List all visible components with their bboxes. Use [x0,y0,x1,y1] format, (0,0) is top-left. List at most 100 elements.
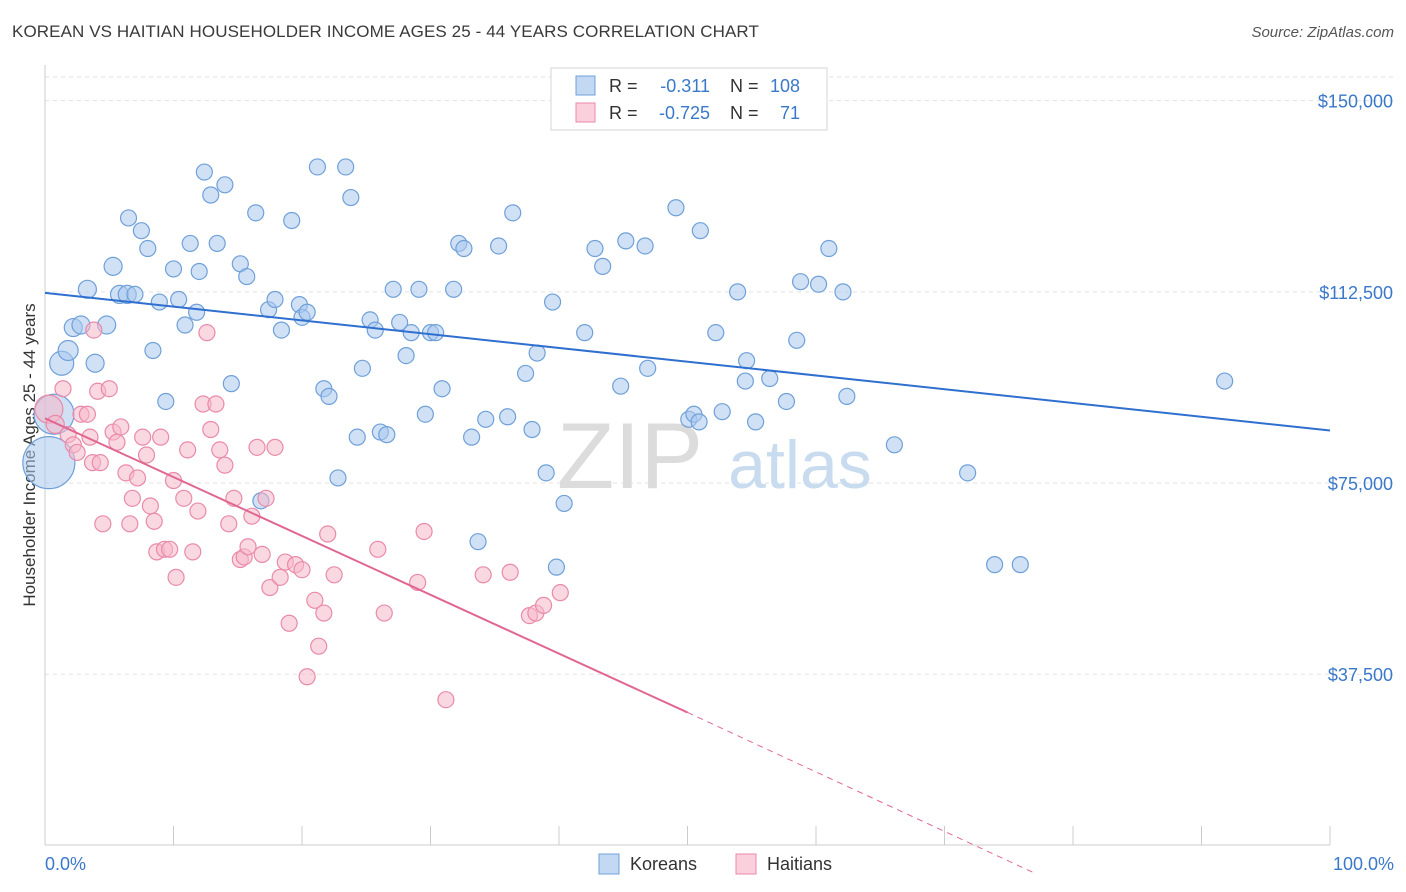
haitian-point [280,614,298,632]
korean-point [384,280,402,298]
koreans-trend-line [44,291,1331,432]
korean-point [164,260,183,278]
series-legend-swatch-koreans [598,853,620,875]
source-label: Source: ZipAtlas.com [1251,24,1394,41]
x-tick-label-min: 0.0% [45,854,86,874]
series-legend: Koreans Haitians [598,853,832,875]
y-tick-label: $150,000 [1318,92,1393,112]
korean-point [181,234,199,253]
haitian-point [216,456,234,474]
korean-point [216,176,234,194]
korean-point [77,279,98,299]
legend-swatch-haitians [575,102,596,123]
stats-legend: R = -0.311 N = 108 R = -0.725 N = 71 [550,67,828,131]
legend-n-value-koreans: 108 [770,76,800,96]
korean-point [397,346,415,365]
haitian-point [54,380,72,398]
legend-r-value-koreans: -0.311 [660,76,710,96]
korean-point [57,339,79,362]
korean-point [190,262,208,281]
haitian-point [437,691,455,709]
gridlines [45,76,1395,675]
korean-point [195,163,213,181]
korean-point [747,413,765,431]
haitian-point [271,568,289,586]
korean-point [537,464,555,482]
x-tick-label-max: 100.0% [1333,854,1394,874]
haitian-point [266,438,284,456]
haitian-point [253,545,271,564]
haitian-point [152,428,170,446]
korean-point [690,413,708,431]
korean-point [528,344,546,362]
korean-point [523,420,541,439]
haitian-point [202,420,220,439]
korean-point [366,321,384,339]
korean-point [298,303,316,321]
korean-point [543,293,562,311]
y-tick-label: $112,500 [1319,283,1393,303]
korean-point [222,375,240,393]
korean-point [838,387,856,405]
watermark-atlas: atlas [728,427,872,503]
korean-point [469,533,487,551]
haitian-point [298,668,316,686]
haitian-point [161,540,179,558]
korean-point [22,436,76,490]
haitian-point [145,512,163,530]
haitian-point [306,591,324,609]
watermark: ZIP atlas [557,403,872,508]
haitian-point [94,515,112,533]
korean-point [617,232,635,250]
haitian-point [179,441,197,459]
korean-point [85,353,105,373]
trend-lines [44,291,1331,874]
korean-point [150,293,168,311]
haitian-point [189,502,207,520]
korean-point [761,369,779,388]
haitian-point [91,454,109,472]
haitian-point [85,321,103,339]
legend-swatch-koreans [575,75,596,96]
haitian-point [211,441,229,459]
series-legend-swatch-haitians [735,853,757,875]
haitian-point [248,438,266,456]
korean-point [320,387,338,405]
korean-point [791,273,810,291]
legend-r-label-haitians: R = [609,103,638,123]
haitian-point [68,443,86,462]
haitian-point [112,418,130,436]
korean-point [202,186,220,204]
haitian-point [167,568,185,586]
korean-point [639,359,657,377]
korean-point [986,556,1004,574]
korean-point [490,237,508,255]
legend-r-value-haitians: -0.725 [659,103,710,123]
korean-point [410,280,428,298]
legend-r-label-koreans: R = [609,76,638,96]
haitian-point [198,324,216,342]
series-legend-label-haitians: Haitians [767,854,832,874]
y-tick-label: $75,000 [1328,474,1393,494]
korean-point [119,209,138,227]
korean-point [170,290,188,309]
korean-point [1011,556,1029,574]
watermark-zip: ZIP [557,403,703,508]
haitian-point [175,489,193,507]
chart-title: KOREAN VS HAITIAN HOUSEHOLDER INCOME AGE… [12,22,759,41]
y-tick-labels: $37,500 $75,000 $112,500 $150,000 [1318,92,1393,686]
haitian-point [123,489,141,507]
haitian-point [474,566,492,584]
haitian-point [220,515,238,533]
korean-point [1216,372,1234,390]
haitian-point [134,428,152,446]
korean-point [378,426,396,444]
korean-point [337,158,355,176]
korean-point [353,359,371,377]
korean-point [477,410,495,428]
korean-point [691,222,709,240]
korean-point [132,222,150,240]
korean-point [283,211,301,230]
haitian-point [534,596,553,614]
